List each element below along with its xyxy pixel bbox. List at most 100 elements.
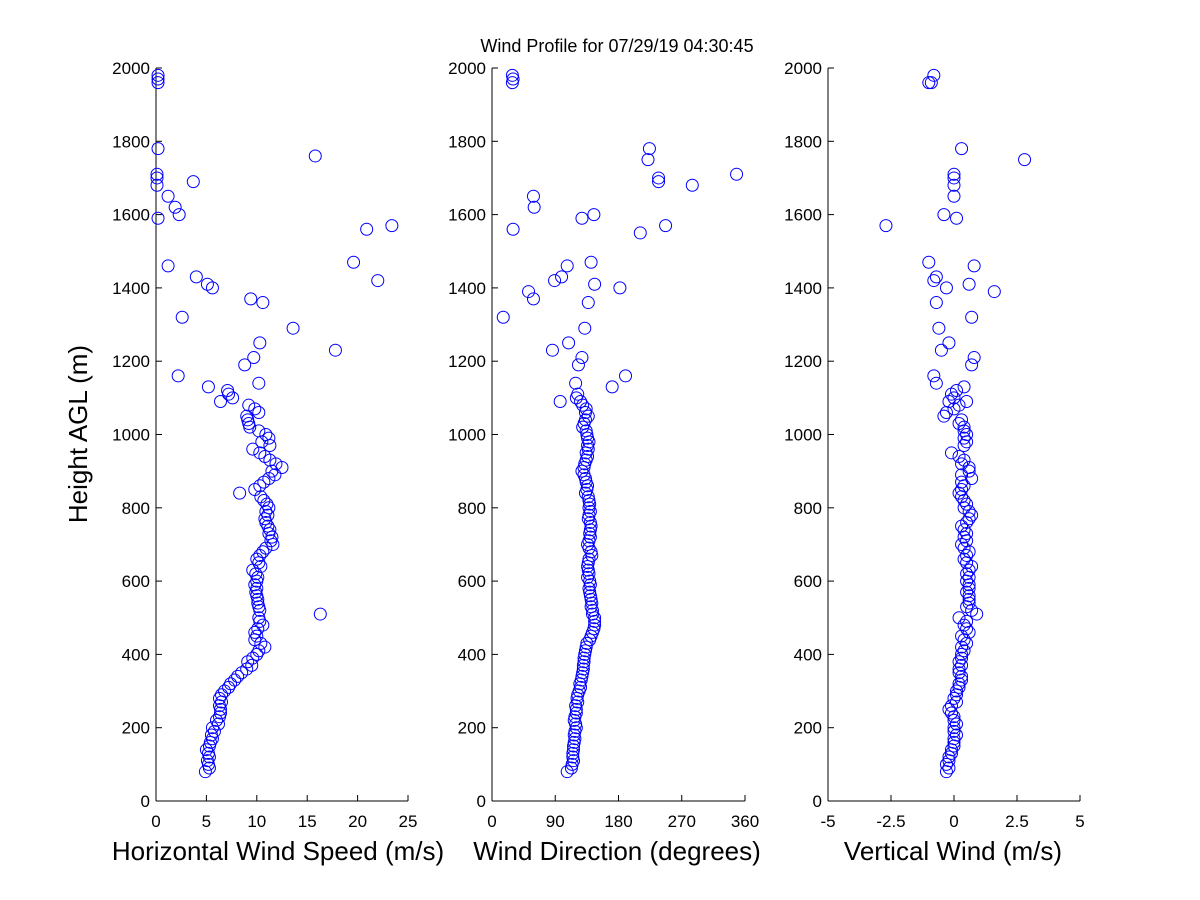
direction-data-point: [571, 358, 585, 372]
vertical-data-point: [952, 680, 966, 694]
vertical-data-point: [879, 219, 893, 233]
speed-data-point: [262, 431, 276, 445]
vertical-data-point: [950, 684, 964, 698]
speed-y-tick-label: 1600: [112, 206, 150, 225]
vertical-x-tick-label: 5: [1075, 812, 1084, 831]
vertical-data-point: [944, 387, 958, 401]
vertical-data-point: [960, 435, 974, 449]
vertical-data-point: [927, 274, 941, 288]
speed-data-point: [215, 688, 229, 702]
direction-data-point: [506, 72, 520, 86]
speed-data-point: [246, 442, 260, 456]
direction-data-point: [585, 548, 599, 562]
direction-data-point: [575, 211, 589, 225]
direction-data-point: [526, 292, 540, 306]
vertical-data-point: [922, 76, 936, 90]
speed-y-tick-label: 800: [122, 499, 150, 518]
speed-y-tick-label: 600: [122, 572, 150, 591]
vertical-data-point: [957, 633, 971, 647]
speed-data-point: [254, 490, 268, 504]
direction-data-point: [555, 270, 569, 284]
vertical-data-point: [957, 380, 971, 394]
speed-data-point: [205, 281, 219, 295]
speed-data-point: [244, 292, 258, 306]
vertical-data-point: [962, 570, 976, 584]
direction-data-point: [581, 442, 595, 456]
speed-data-point: [222, 680, 236, 694]
speed-data-point: [250, 629, 264, 643]
direction-x-tick-label: 270: [668, 812, 696, 831]
direction-data-point: [730, 167, 744, 181]
vertical-data-point: [970, 607, 984, 621]
speed-data-point: [253, 336, 267, 350]
y-axis-label: Height AGL (m): [63, 345, 93, 523]
speed-data-point: [253, 614, 267, 628]
speed-data-point: [213, 710, 227, 724]
speed-x-tick-label: 25: [399, 812, 418, 831]
vertical-data-point: [947, 167, 961, 181]
vertical-y-tick-label: 1200: [784, 352, 822, 371]
vertical-data-point: [947, 171, 961, 185]
vertical-data-point: [929, 296, 943, 310]
direction-data-point: [582, 541, 596, 555]
direction-y-tick-label: 1200: [448, 352, 486, 371]
speed-data-point: [238, 358, 252, 372]
direction-y-tick-label: 1600: [448, 206, 486, 225]
vertical-data-point: [947, 178, 961, 192]
speed-data-point: [202, 761, 216, 775]
vertical-data-point: [947, 710, 961, 724]
speed-data-point: [259, 504, 273, 518]
speed-data-point: [189, 270, 203, 284]
direction-data-point: [569, 376, 583, 390]
speed-data-point: [257, 493, 271, 507]
vertical-data-point: [937, 409, 951, 423]
vertical-data-point: [955, 142, 969, 156]
direction-data-point: [576, 398, 590, 412]
vertical-data-point: [960, 497, 974, 511]
speed-y-tick-label: 1800: [112, 132, 150, 151]
speed-data-point: [347, 255, 361, 269]
speed-x-tick-label: 0: [151, 812, 160, 831]
speed-x-tick-label: 10: [247, 812, 266, 831]
vertical-data-point: [932, 321, 946, 335]
vertical-data-point: [962, 277, 976, 291]
speed-data-point: [226, 391, 240, 405]
speed-data-point: [360, 222, 374, 236]
speed-data-point: [266, 537, 280, 551]
direction-data-point: [566, 746, 580, 760]
vertical-data-point: [962, 581, 976, 595]
vertical-data-point: [955, 457, 969, 471]
speed-x-axis-label: Horizontal Wind Speed (m/s): [112, 836, 444, 866]
direction-x-tick-label: 180: [604, 812, 632, 831]
vertical-data-point: [934, 343, 948, 357]
speed-data-point: [171, 369, 185, 383]
direction-data-point: [605, 380, 619, 394]
speed-data-point: [265, 464, 279, 478]
vertical-data-point: [955, 475, 969, 489]
speed-x-tick-label: 20: [348, 812, 367, 831]
speed-data-point: [255, 435, 269, 449]
vertical-data-point: [957, 420, 971, 434]
vertical-data-point: [944, 446, 958, 460]
vertical-data-point: [939, 765, 953, 779]
speed-data-point: [161, 189, 175, 203]
speed-data-point: [247, 351, 261, 365]
direction-data-point: [569, 702, 583, 716]
direction-data-point: [575, 464, 589, 478]
vertical-data-point: [947, 402, 961, 416]
speed-y-tick-label: 400: [122, 645, 150, 664]
direction-data-point: [613, 281, 627, 295]
direction-data-point: [581, 570, 595, 584]
vertical-data-point: [944, 746, 958, 760]
vertical-data-point: [950, 688, 964, 702]
speed-data-point: [213, 691, 227, 705]
speed-y-tick-label: 1200: [112, 352, 150, 371]
speed-data-point: [385, 219, 399, 233]
direction-data-point: [659, 219, 673, 233]
direction-data-point: [506, 222, 520, 236]
direction-y-tick-label: 1800: [448, 132, 486, 151]
vertical-data-point: [955, 413, 969, 427]
speed-data-point: [231, 669, 245, 683]
speed-data-point: [308, 149, 322, 163]
